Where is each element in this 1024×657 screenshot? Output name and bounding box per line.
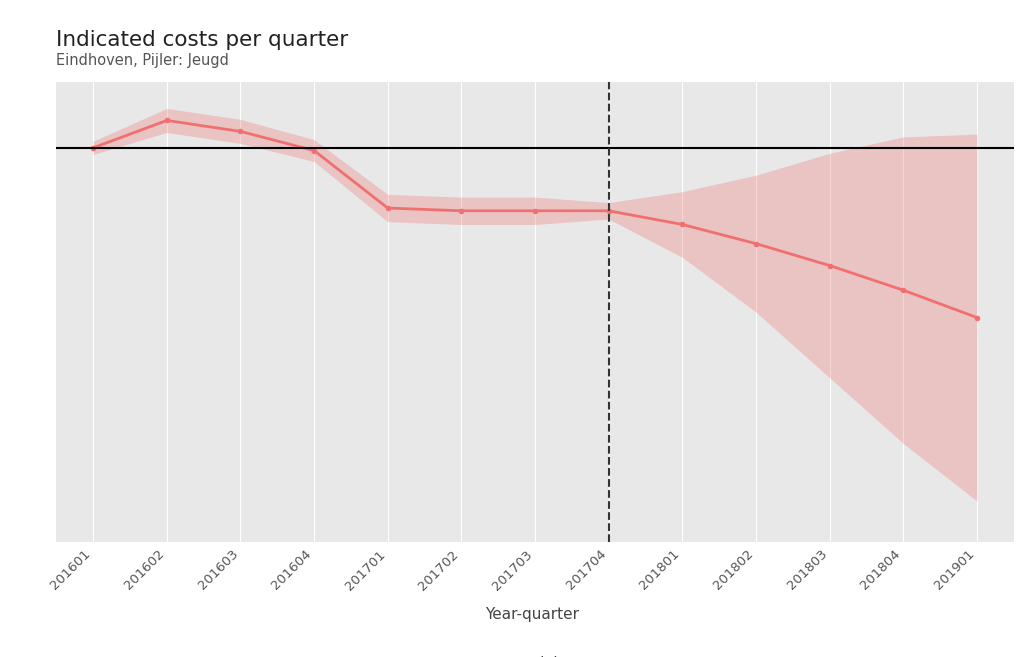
Legend: ln_kostkw_fe: ln_kostkw_fe [464,650,606,657]
Text: Indicated costs per quarter: Indicated costs per quarter [56,30,348,49]
Text: Year-quarter: Year-quarter [485,607,580,622]
Text: Eindhoven, Pijler: Jeugd: Eindhoven, Pijler: Jeugd [56,53,229,68]
